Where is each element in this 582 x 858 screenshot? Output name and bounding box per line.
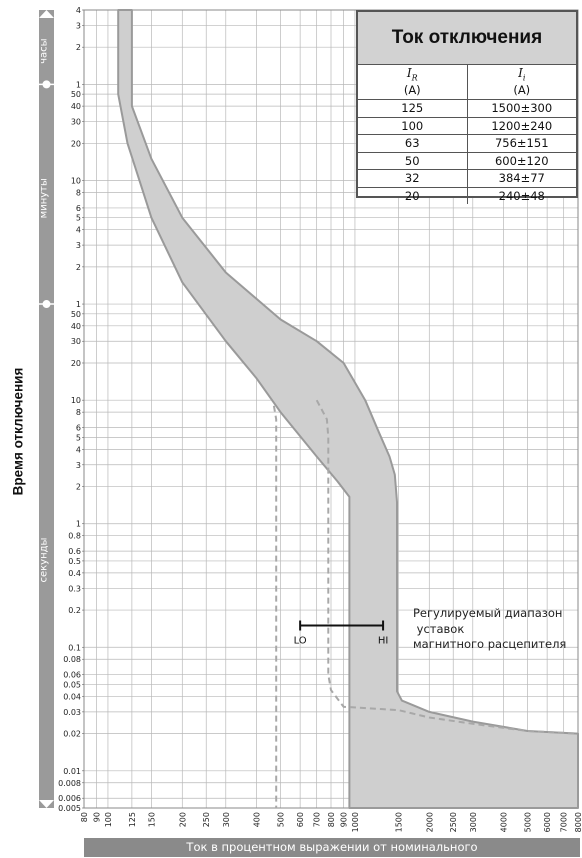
y-tick-label: 6 <box>76 204 81 213</box>
y-tick-label: 0.06 <box>63 671 81 680</box>
annotation-line: Регулируемый диапазон <box>413 606 563 620</box>
y-tick-label: 1 <box>76 520 81 529</box>
range-hi-label: HI <box>378 636 388 647</box>
y-tick-label: 4 <box>76 226 81 235</box>
x-tick-label: 500 <box>277 812 286 827</box>
y-tick-label: 10 <box>71 177 81 186</box>
y-tick-label: 40 <box>71 322 81 331</box>
y-tick-label: 0.01 <box>63 767 81 776</box>
x-tick-label: 5000 <box>524 812 533 832</box>
x-tick-label: 100 <box>104 812 113 827</box>
x-tick-label: 300 <box>222 812 231 827</box>
x-tick-label: 2500 <box>449 812 458 832</box>
y-tick-label: 30 <box>71 118 81 127</box>
header-trip-current: Ii (A) <box>466 65 577 99</box>
y-tick-label: 0.08 <box>63 655 81 664</box>
table-row: 100 1200±240 <box>358 117 576 135</box>
x-tick-label: 1500 <box>394 812 403 832</box>
time-section-label: часы <box>39 38 50 63</box>
y-tick-label: 1 <box>76 300 81 309</box>
x-tick-label: 7000 <box>560 812 569 832</box>
time-section-bar <box>39 10 54 808</box>
table-row: 20 240±48 <box>358 187 576 204</box>
y-tick-label: 0.5 <box>68 557 81 566</box>
y-tick-label: 5 <box>76 214 81 223</box>
dashed-curve-hi <box>315 399 579 735</box>
y-tick-label: 6 <box>76 424 81 433</box>
y-tick-label: 0.005 <box>58 804 81 813</box>
x-tick-label: 6000 <box>543 812 552 832</box>
annotation-line: уставок <box>413 621 465 636</box>
x-tick-label: 150 <box>147 812 156 827</box>
time-section-label: минуты <box>39 178 50 218</box>
table-row: 63 756±151 <box>358 135 576 153</box>
y-tick-label: 0.2 <box>68 606 81 615</box>
x-tick-label: 125 <box>128 812 137 827</box>
y-tick-label: 50 <box>71 90 81 99</box>
table-row: 32 384±77 <box>358 170 576 188</box>
time-section-label: секунды <box>39 538 50 583</box>
x-tick-label: 80 <box>80 812 89 822</box>
y-tick-label: 0.05 <box>63 680 81 689</box>
x-tick-label: 2000 <box>425 812 434 832</box>
plot-frame <box>83 9 579 809</box>
y-tick-label: 0.03 <box>63 708 81 717</box>
y-tick-label: 0.006 <box>58 794 81 803</box>
x-tick-label: 200 <box>178 812 187 827</box>
y-tick-label: 50 <box>71 310 81 319</box>
y-tick-label: 0.4 <box>68 569 81 578</box>
y-tick-label: 8 <box>76 188 81 197</box>
y-tick-label: 0.3 <box>68 584 81 593</box>
table-row: 50 600±120 <box>358 152 576 170</box>
x-axis-title: Ток в процентном выражении от номинально… <box>84 838 580 857</box>
trip-current-table: Ток отключения IR (A) Ii (A) 125 1500±300… <box>356 10 578 204</box>
range-lo-label: LO <box>294 636 307 647</box>
y-tick-label: 0.6 <box>68 547 81 556</box>
y-tick-label: 40 <box>71 102 81 111</box>
y-tick-label: 2 <box>76 43 81 52</box>
dashed-curve-lo <box>272 405 278 808</box>
y-tick-label: 5 <box>76 433 81 442</box>
y-tick-label: 2 <box>76 483 81 492</box>
time-bar-top-arrow <box>39 10 54 18</box>
table-title: Ток отключения <box>358 12 576 65</box>
x-tick-label: 400 <box>253 812 262 827</box>
y-tick-label: 4 <box>76 445 81 454</box>
y-tick-label: 0.04 <box>63 692 81 701</box>
y-tick-label: 20 <box>71 139 81 148</box>
y-tick-label: 30 <box>71 337 81 346</box>
y-tick-label: 0.8 <box>68 532 81 541</box>
y-tick-label: 4 <box>76 6 81 15</box>
header-rated-current: IR (A) <box>403 65 421 98</box>
x-tick-label: 90 <box>93 812 102 822</box>
x-tick-label: 3000 <box>469 812 478 832</box>
range-annotation: Регулируемый диапазон уставок магнитного… <box>413 606 566 653</box>
x-tick-label: 1000 <box>351 812 360 832</box>
x-tick-label: 250 <box>202 812 211 827</box>
y-tick-label: 20 <box>71 359 81 368</box>
annotation-line: магнитного расцепителя <box>413 637 567 651</box>
y-tick-label: 0.008 <box>58 779 81 788</box>
y-axis-title: Время отключения <box>10 367 26 496</box>
y-tick-label: 3 <box>76 241 81 250</box>
table-row: 125 1500±300 <box>358 100 576 118</box>
y-tick-label: 1 <box>76 80 81 89</box>
y-tick-label: 3 <box>76 461 81 470</box>
x-tick-label: 800 <box>327 812 336 827</box>
x-tick-label: 700 <box>313 812 322 827</box>
x-tick-label: 900 <box>340 812 349 827</box>
y-tick-label: 10 <box>71 396 81 405</box>
table-header-row: IR (A) Ii (A) <box>358 65 576 100</box>
time-bar-bottom-arrow <box>39 800 54 808</box>
y-tick-label: 2 <box>76 263 81 272</box>
trip-band <box>117 9 579 809</box>
y-tick-label: 8 <box>76 408 81 417</box>
y-tick-label: 0.02 <box>63 730 81 739</box>
y-tick-label: 0.1 <box>68 643 81 652</box>
x-tick-label: 600 <box>296 812 305 827</box>
y-tick-label: 3 <box>76 21 81 30</box>
x-tick-label: 4000 <box>500 812 509 832</box>
x-tick-label: 8000 <box>574 812 582 832</box>
